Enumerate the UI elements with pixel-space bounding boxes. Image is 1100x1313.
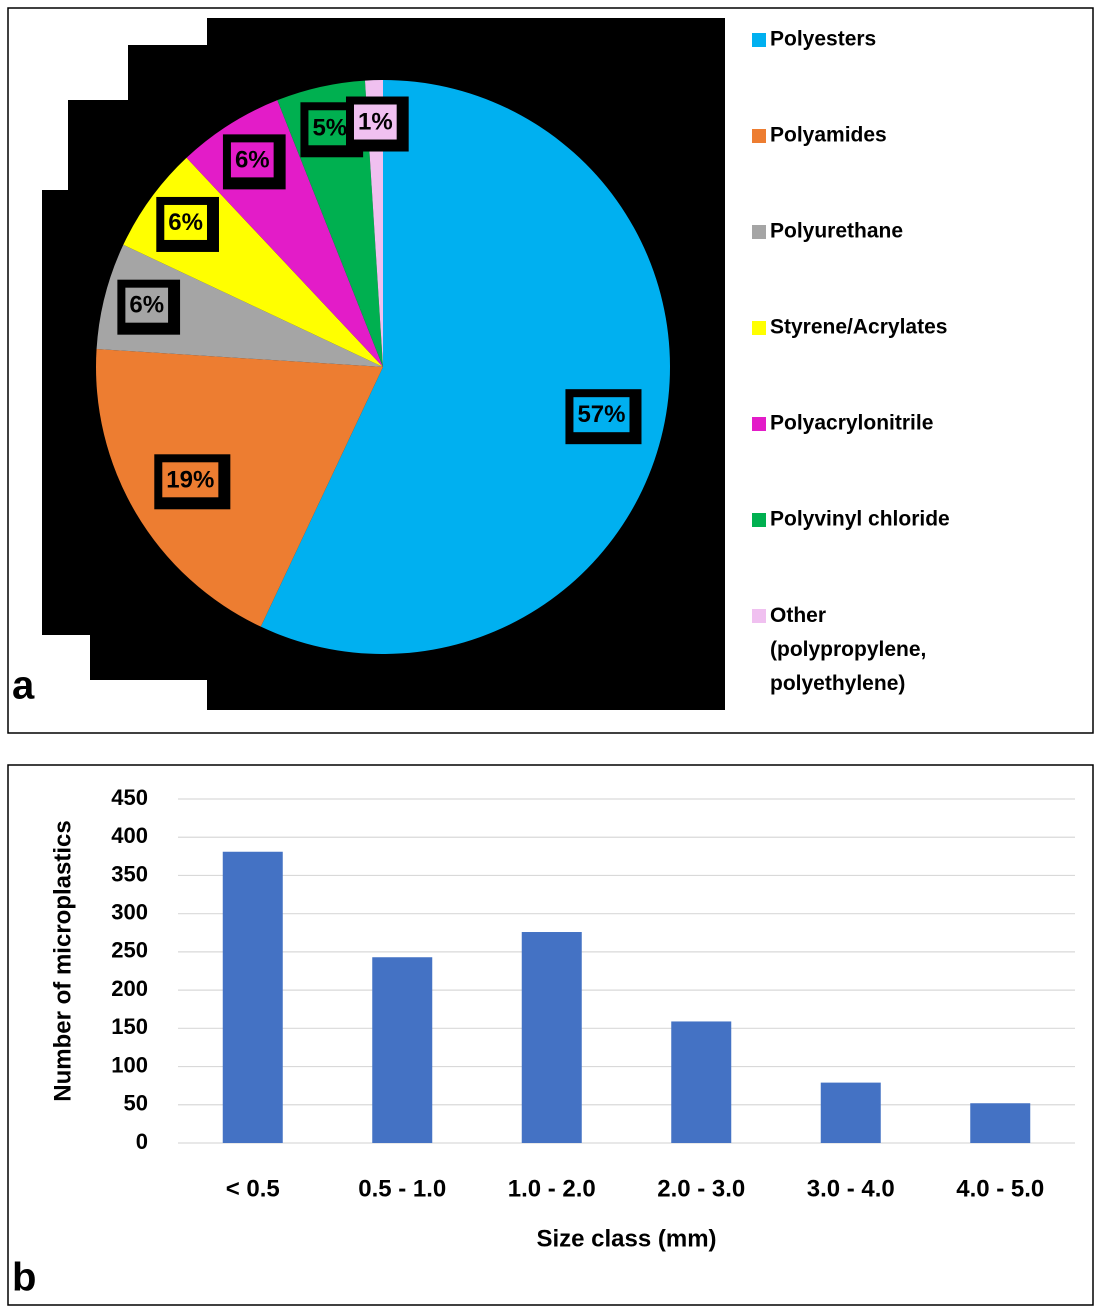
- bar: [820, 1082, 881, 1143]
- legend-line: polyethylene): [770, 672, 905, 695]
- legend-label: Polyesters: [770, 28, 876, 51]
- data-label: 19%: [154, 454, 231, 510]
- x-axis-label: Size class (mm): [536, 1225, 716, 1252]
- pie-slice: [96, 244, 383, 367]
- legend-label: Polyvinyl chloride: [770, 508, 950, 531]
- legend-swatch: [752, 321, 766, 335]
- data-label-box: [162, 462, 219, 498]
- data-label-box: [125, 287, 169, 323]
- legend-swatch: [752, 609, 766, 623]
- y-tick-label: 350: [111, 861, 148, 886]
- y-tick-label: 450: [111, 785, 148, 810]
- legend-label: Styrene/Acrylates: [770, 316, 947, 339]
- x-tick-label: 4.0 - 5.0: [956, 1175, 1044, 1202]
- legend-label: Other (polypropylene, polyethylene): [770, 604, 932, 695]
- legend-swatch: [752, 417, 766, 431]
- data-label-box: [353, 104, 397, 140]
- legend-swatch: [752, 513, 766, 527]
- y-tick-label: 150: [111, 1014, 148, 1039]
- legend-swatch: [752, 129, 766, 143]
- data-label-box: [164, 204, 207, 240]
- bar: [222, 851, 283, 1143]
- x-tick-label: < 0.5: [226, 1175, 280, 1202]
- data-label-box: [573, 397, 630, 433]
- legend-label: Polyurethane: [770, 220, 903, 243]
- x-tick-label: 0.5 - 1.0: [358, 1175, 446, 1202]
- bar: [372, 957, 433, 1143]
- data-label: 6%: [156, 196, 219, 252]
- data-label-text: 6%: [129, 292, 164, 319]
- data-label-text: 6%: [168, 209, 203, 236]
- data-label-box: [230, 142, 274, 178]
- pie-slice: [260, 80, 670, 654]
- bar: [970, 1103, 1031, 1143]
- y-tick-label: 400: [111, 823, 148, 848]
- data-label-text: 57%: [577, 401, 625, 428]
- x-tick-label: 1.0 - 2.0: [508, 1175, 596, 1202]
- data-label-text: 1%: [358, 109, 393, 136]
- data-label: 1%: [345, 96, 409, 152]
- panel-label: b: [12, 1256, 36, 1300]
- y-tick-label: 0: [136, 1129, 148, 1154]
- y-tick-label: 100: [111, 1052, 148, 1077]
- y-tick-label: 200: [111, 976, 148, 1001]
- x-tick-label: 2.0 - 3.0: [657, 1175, 745, 1202]
- legend-label: Polyamides: [770, 124, 887, 147]
- legend-label: Polyacrylonitrile: [770, 412, 933, 435]
- y-tick-label: 250: [111, 938, 148, 963]
- data-label-box: [308, 110, 352, 146]
- bar: [521, 932, 582, 1143]
- data-label-text: 5%: [312, 114, 347, 141]
- legend-swatch: [752, 33, 766, 47]
- data-label: 6%: [222, 134, 286, 190]
- legend-line: Other: [770, 604, 832, 627]
- pie-slice: [95, 348, 384, 627]
- bar: [671, 1021, 732, 1143]
- y-tick-label: 50: [124, 1091, 148, 1116]
- legend-swatch: [752, 225, 766, 239]
- x-tick-label: 3.0 - 4.0: [807, 1175, 895, 1202]
- data-label-text: 6%: [235, 146, 270, 173]
- data-label-text: 19%: [166, 466, 214, 493]
- legend-line: (polypropylene,: [770, 638, 932, 661]
- pie-slice: [364, 80, 383, 367]
- data-label: 6%: [117, 279, 181, 335]
- panel-label: a: [12, 664, 35, 708]
- data-label: 57%: [565, 389, 642, 445]
- y-axis-label: Number of microplastics: [49, 820, 76, 1101]
- y-tick-label: 300: [111, 899, 148, 924]
